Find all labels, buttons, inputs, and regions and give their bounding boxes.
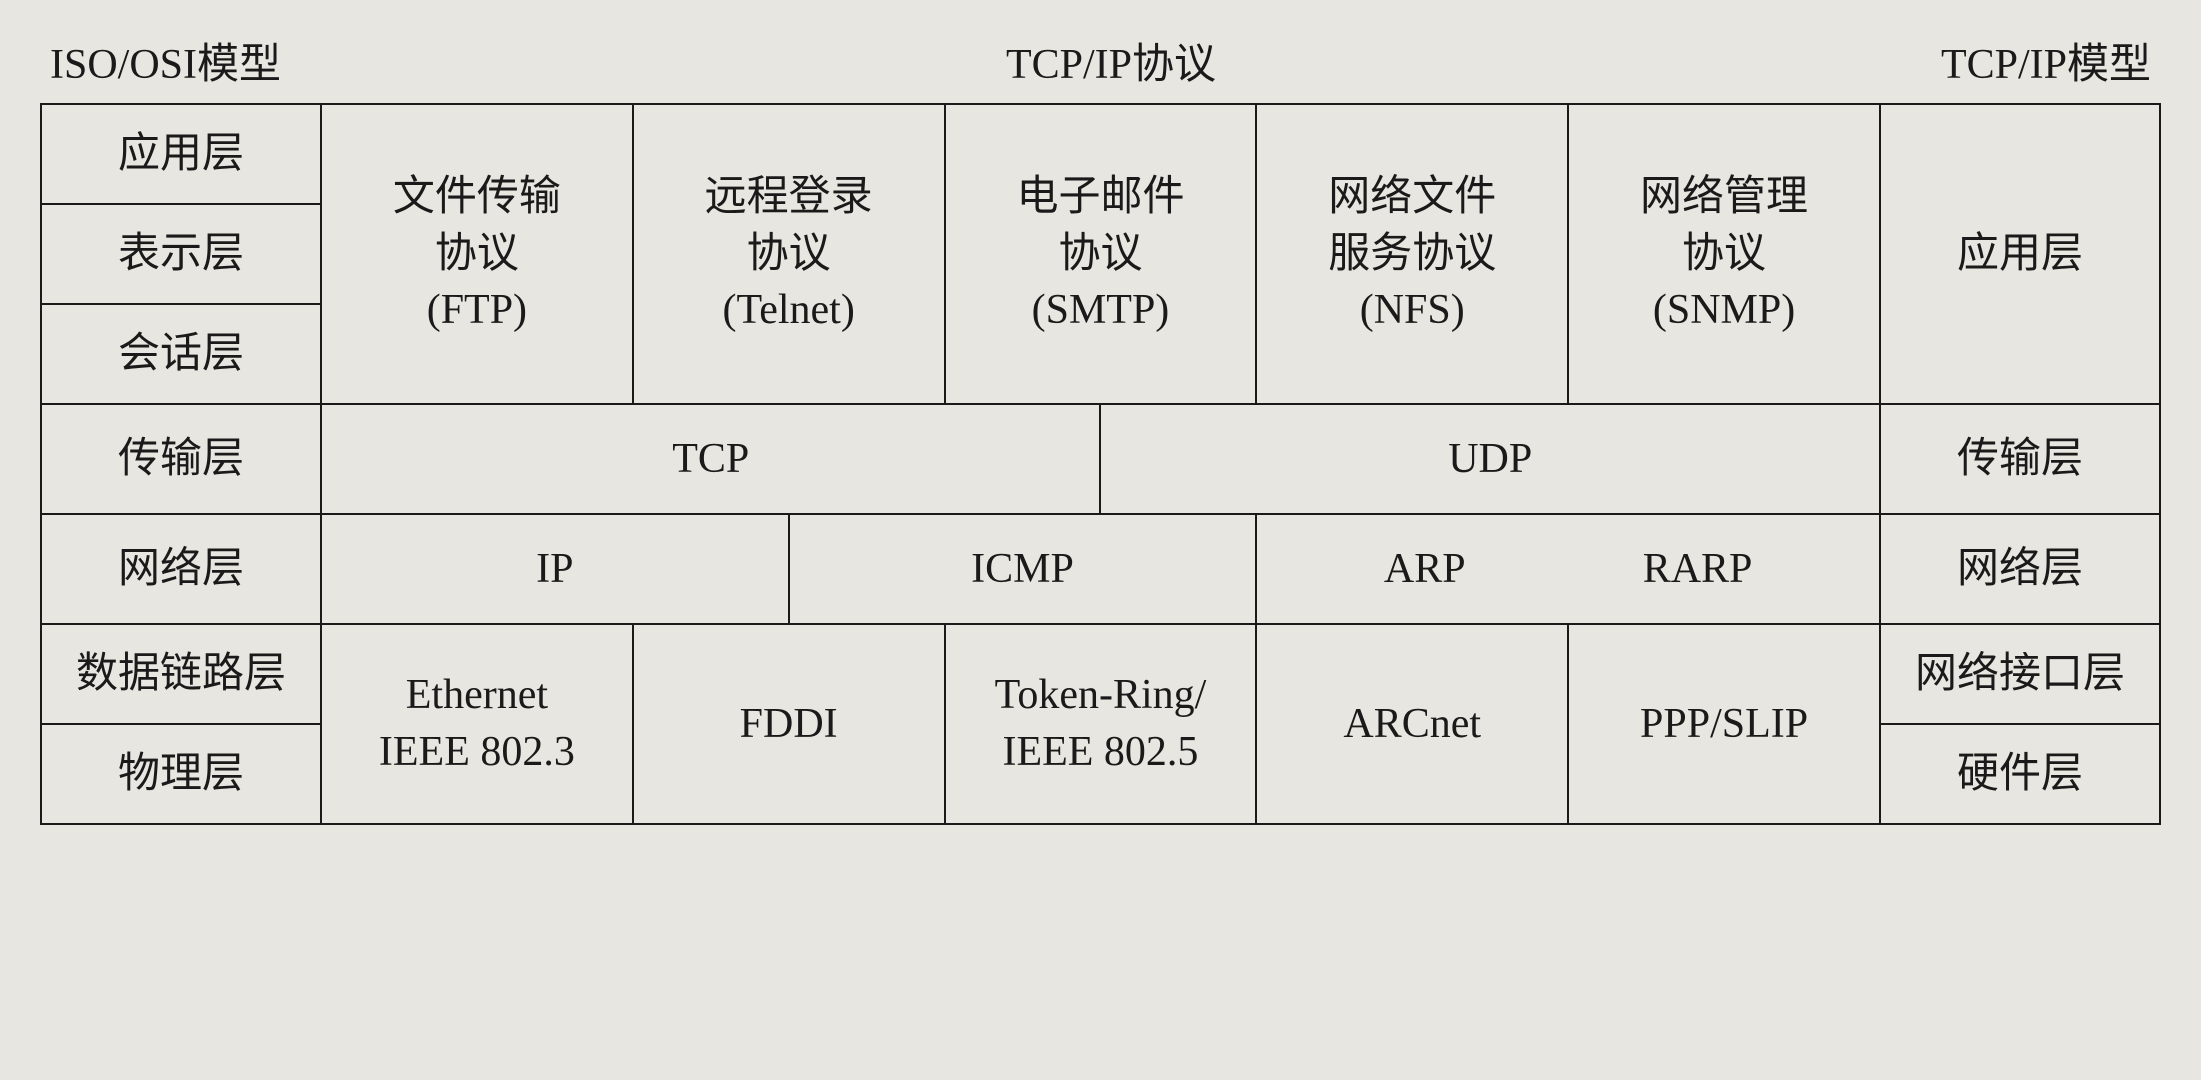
proto-rarp: RARP — [1643, 541, 1753, 598]
proto-tcp: TCP — [321, 404, 1100, 514]
proto-ftp: 文件传输 协议 (FTP) — [321, 104, 633, 404]
tcpip-netif: 网络接口层 — [1880, 624, 2160, 724]
proto-udp: UDP — [1100, 404, 1880, 514]
model-comparison-table: 应用层 文件传输 协议 (FTP) 远程登录 协议 (Telnet) 电子邮件 … — [40, 103, 2161, 825]
osi-application: 应用层 — [41, 104, 321, 204]
osi-session: 会话层 — [41, 304, 321, 404]
proto-tokenring: Token-Ring/ IEEE 802.5 — [945, 624, 1257, 824]
proto-icmp: ICMP — [789, 514, 1257, 624]
osi-datalink: 数据链路层 — [41, 624, 321, 724]
tcpip-hardware: 硬件层 — [1880, 724, 2160, 824]
proto-telnet: 远程登录 协议 (Telnet) — [633, 104, 945, 404]
proto-fddi: FDDI — [633, 624, 945, 824]
osi-physical: 物理层 — [41, 724, 321, 824]
tcpip-transport: 传输层 — [1880, 404, 2160, 514]
proto-ip: IP — [321, 514, 789, 624]
header-osi: ISO/OSI模型 — [50, 30, 281, 91]
header-tcpip: TCP/IP模型 — [1941, 30, 2151, 91]
proto-smtp: 电子邮件 协议 (SMTP) — [945, 104, 1257, 404]
proto-arcnet: ARCnet — [1256, 624, 1568, 824]
proto-snmp: 网络管理 协议 (SNMP) — [1568, 104, 1880, 404]
proto-arp-rarp: ARP RARP — [1256, 514, 1880, 624]
proto-pppslip: PPP/SLIP — [1568, 624, 1880, 824]
proto-arp: ARP — [1384, 541, 1466, 598]
osi-network: 网络层 — [41, 514, 321, 624]
proto-nfs: 网络文件 服务协议 (NFS) — [1256, 104, 1568, 404]
header-protocols: TCP/IP协议 — [281, 30, 1941, 91]
osi-transport: 传输层 — [41, 404, 321, 514]
tcpip-network: 网络层 — [1880, 514, 2160, 624]
osi-presentation: 表示层 — [41, 204, 321, 304]
column-headers: ISO/OSI模型 TCP/IP协议 TCP/IP模型 — [40, 30, 2161, 91]
proto-ethernet: Ethernet IEEE 802.3 — [321, 624, 633, 824]
tcpip-application: 应用层 — [1880, 104, 2160, 404]
